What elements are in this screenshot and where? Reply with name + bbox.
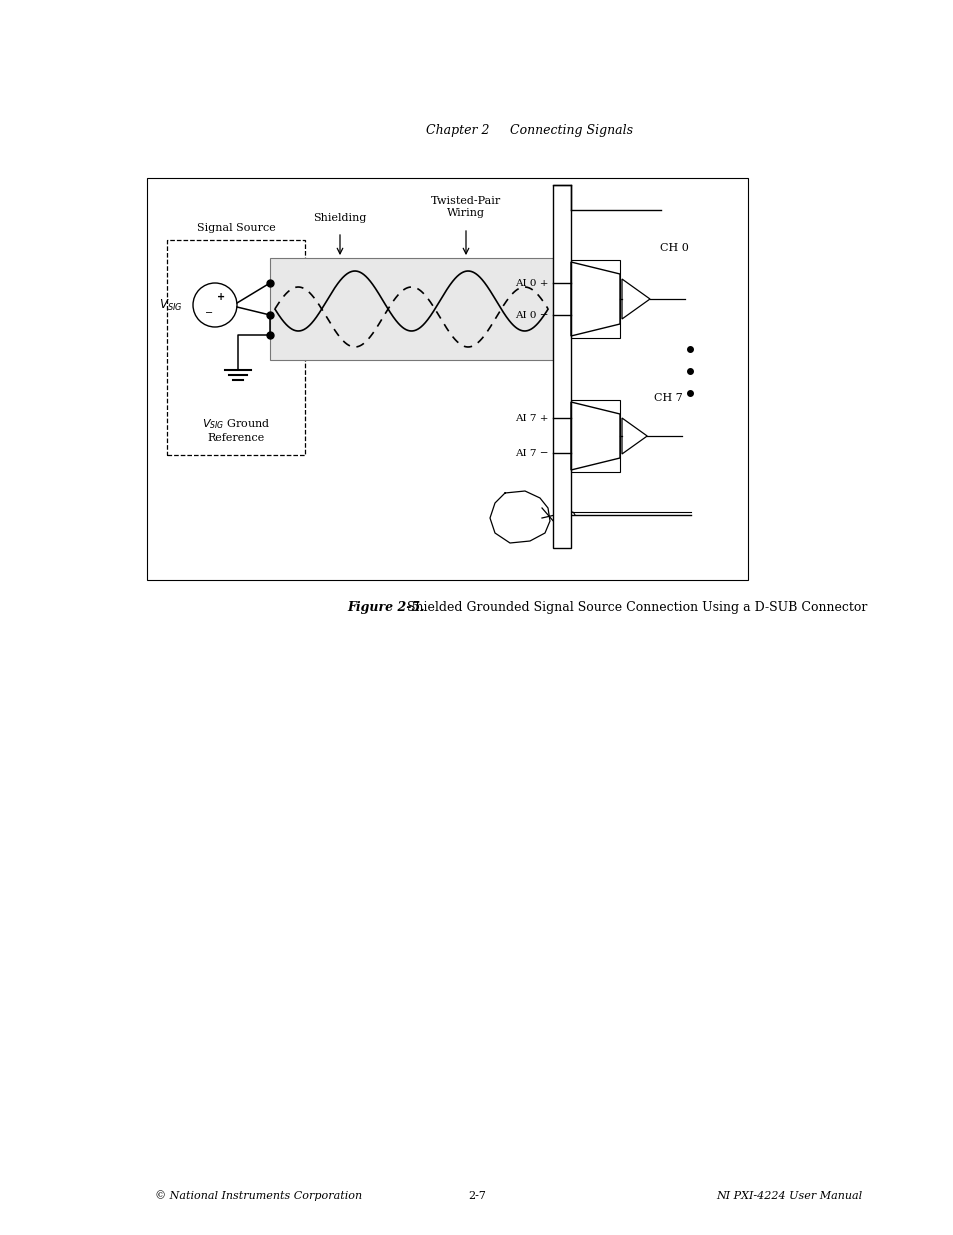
Bar [571, 261, 619, 338]
Text: CH 0: CH 0 [659, 243, 688, 253]
Text: 2-7: 2-7 [468, 1191, 485, 1200]
Bar [147, 178, 747, 580]
Bar [553, 185, 571, 548]
Text: Figure 2-5.: Figure 2-5. [347, 600, 424, 614]
Text: AI 0 +: AI 0 + [515, 279, 548, 288]
Bar [270, 258, 553, 359]
Text: Connecting Signals: Connecting Signals [510, 124, 633, 137]
Text: © National Instruments Corporation: © National Instruments Corporation [154, 1191, 362, 1202]
Text: Twisted-Pair
Wiring: Twisted-Pair Wiring [431, 196, 500, 217]
Bar [167, 240, 305, 454]
Text: Shielded Grounded Signal Source Connection Using a D-SUB Connector: Shielded Grounded Signal Source Connecti… [407, 600, 866, 614]
Text: CH 7: CH 7 [654, 393, 682, 403]
Text: AI 7 +: AI 7 + [515, 414, 548, 422]
Text: +: + [216, 291, 225, 303]
Text: AI 7 −: AI 7 − [515, 448, 548, 457]
Text: Signal Source: Signal Source [196, 224, 275, 233]
Text: Shielding: Shielding [313, 212, 366, 224]
Text: NI PXI-4224 User Manual: NI PXI-4224 User Manual [716, 1191, 862, 1200]
Text: Chapter 2: Chapter 2 [426, 124, 490, 137]
Text: $V_{SIG}$: $V_{SIG}$ [159, 298, 183, 312]
Bar [571, 400, 619, 472]
Text: −: − [205, 308, 213, 317]
Text: AI 0 −: AI 0 − [515, 310, 548, 320]
Text: $V_{SIG}$ Ground
Reference: $V_{SIG}$ Ground Reference [201, 417, 270, 442]
